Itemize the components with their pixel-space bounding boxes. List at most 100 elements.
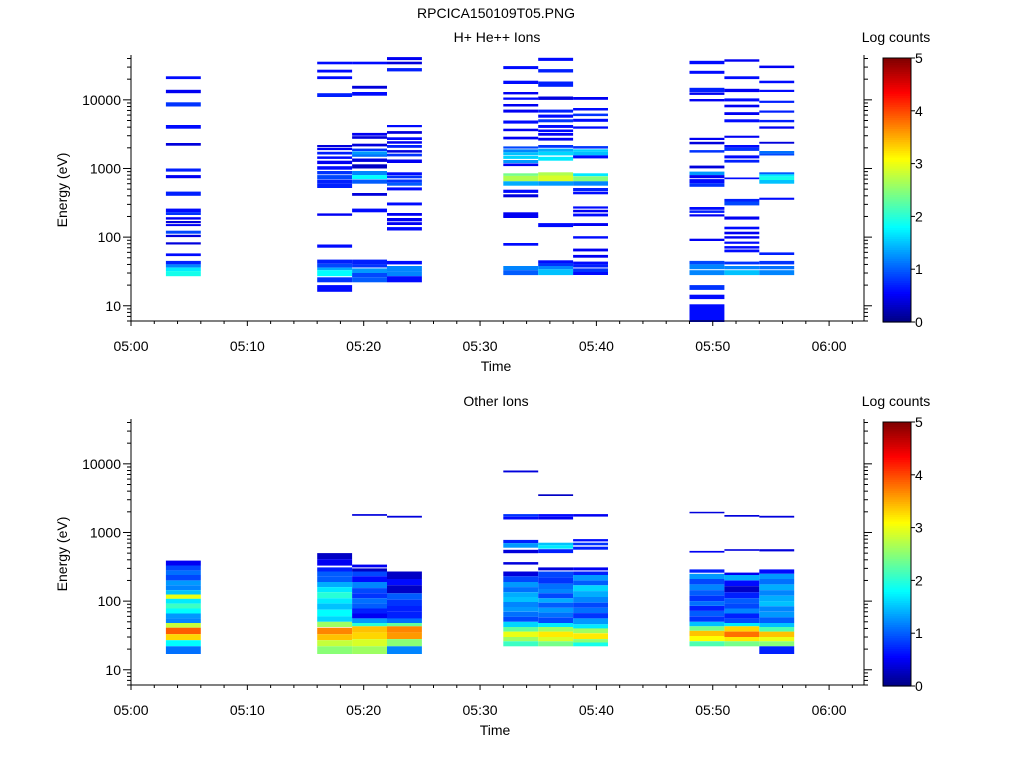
- heatmap-cell: [503, 616, 539, 622]
- heatmap-cell: [689, 270, 725, 276]
- heatmap-cell: [759, 126, 795, 129]
- heatmap-cell: [503, 470, 539, 473]
- heatmap-cell: [538, 260, 574, 263]
- colorbar-band: [883, 271, 911, 275]
- colorbar-band: [883, 315, 911, 319]
- colorbar-band: [883, 207, 911, 211]
- colorbar-band: [883, 218, 911, 222]
- heatmap-cell: [387, 182, 422, 186]
- x-tick-label: 05:20: [346, 338, 381, 354]
- heatmap-cell: [503, 215, 539, 218]
- colorbar-band: [883, 606, 911, 610]
- heatmap-cell: [387, 276, 422, 283]
- colorbar-tick-label: 3: [915, 520, 923, 536]
- heatmap-cell: [387, 125, 422, 128]
- heatmap-cell: [538, 172, 574, 176]
- heatmap-cell: [352, 608, 387, 614]
- heatmap-cell: [317, 179, 353, 184]
- heatmap-cell: [724, 201, 760, 206]
- heatmap-cell: [538, 627, 574, 632]
- colorbar-band: [883, 578, 911, 581]
- heatmap-cell: [538, 514, 574, 517]
- heatmap-cell: [352, 646, 387, 654]
- colorbar-band: [883, 681, 911, 685]
- heatmap-cell: [503, 641, 539, 647]
- heatmap-cell: [724, 226, 760, 230]
- heatmap-cell: [503, 514, 539, 517]
- heatmap-cell: [352, 268, 387, 273]
- heatmap-cell: [317, 156, 353, 159]
- y-tick-label: 10: [105, 662, 121, 678]
- heatmap-cell: [724, 603, 760, 609]
- colorbar-band: [883, 485, 911, 489]
- heatmap-cell: [724, 98, 760, 102]
- heatmap-cell: [759, 110, 795, 113]
- heatmap-cell: [538, 181, 574, 186]
- colorbar-band: [883, 611, 911, 614]
- colorbar-band: [883, 628, 911, 632]
- heatmap-cell: [724, 613, 760, 619]
- heatmap-cell: [689, 285, 725, 290]
- heatmap-cell: [689, 610, 725, 617]
- colorbar-band: [883, 435, 911, 438]
- colorbar-band: [883, 653, 911, 656]
- heatmap-cell: [387, 515, 422, 518]
- heatmap-cell: [352, 571, 387, 577]
- colorbar-band: [883, 291, 911, 294]
- colorbar-band: [883, 626, 911, 630]
- colorbar-band: [883, 457, 911, 460]
- heatmap-cell: [352, 61, 387, 65]
- colorbar-band: [883, 143, 911, 147]
- colorbar-band: [883, 60, 911, 63]
- heatmap-cell: [724, 249, 760, 253]
- heatmap-cell: [352, 273, 387, 278]
- heatmap-cell: [165, 260, 201, 265]
- heatmap-cell: [387, 202, 422, 206]
- heatmap-cell: [165, 603, 201, 609]
- heatmap-cell: [538, 109, 574, 113]
- colorbar-band: [883, 117, 911, 121]
- heatmap-cell: [538, 571, 574, 578]
- colorbar-band: [883, 203, 911, 206]
- colorbar-band: [883, 148, 911, 151]
- heatmap-cell: [573, 514, 608, 517]
- heatmap-cell: [573, 618, 608, 625]
- heatmap-cell: [759, 641, 795, 647]
- colorbar-band: [883, 84, 911, 88]
- heatmap-cell: [538, 145, 574, 148]
- colorbar-band: [883, 174, 911, 178]
- panel-other-ions: Other Ions Time Energy (eV) Log counts 0…: [54, 393, 930, 738]
- heatmap-cell: [573, 149, 608, 152]
- colorbar-band: [883, 317, 911, 321]
- heatmap-cell: [352, 151, 387, 155]
- colorbar-band: [883, 242, 911, 246]
- colorbar-band: [883, 545, 911, 548]
- colorbar-band: [883, 512, 911, 515]
- heatmap-cell: [689, 238, 725, 241]
- heatmap-cell: [689, 260, 725, 265]
- heatmap-cell: [724, 586, 760, 593]
- heatmap-cell: [503, 175, 539, 182]
- y-axis-label: Energy (eV): [54, 517, 70, 592]
- colorbar-band: [883, 110, 911, 114]
- colorbar-band: [883, 267, 911, 270]
- colorbar-band: [883, 247, 911, 250]
- heatmap-cell: [689, 264, 725, 270]
- colorbar-band: [883, 567, 911, 570]
- heatmap-cell: [573, 151, 608, 156]
- heatmap-cell: [573, 209, 608, 213]
- heatmap-cell: [387, 639, 422, 647]
- heatmap-cell: [503, 109, 539, 113]
- heatmap-cell: [759, 646, 795, 654]
- colorbar-band: [883, 587, 911, 590]
- heatmap-cell: [317, 213, 353, 216]
- heatmap-cell: [503, 562, 539, 565]
- colorbar-band: [883, 115, 911, 118]
- colorbar-band: [883, 126, 911, 129]
- heatmap-cell: [165, 125, 201, 129]
- colorbar-band: [883, 304, 911, 308]
- heatmap-cell: [317, 603, 353, 610]
- colorbar-band: [883, 450, 911, 454]
- heatmap-cell: [503, 97, 539, 100]
- colorbar-band: [883, 598, 911, 601]
